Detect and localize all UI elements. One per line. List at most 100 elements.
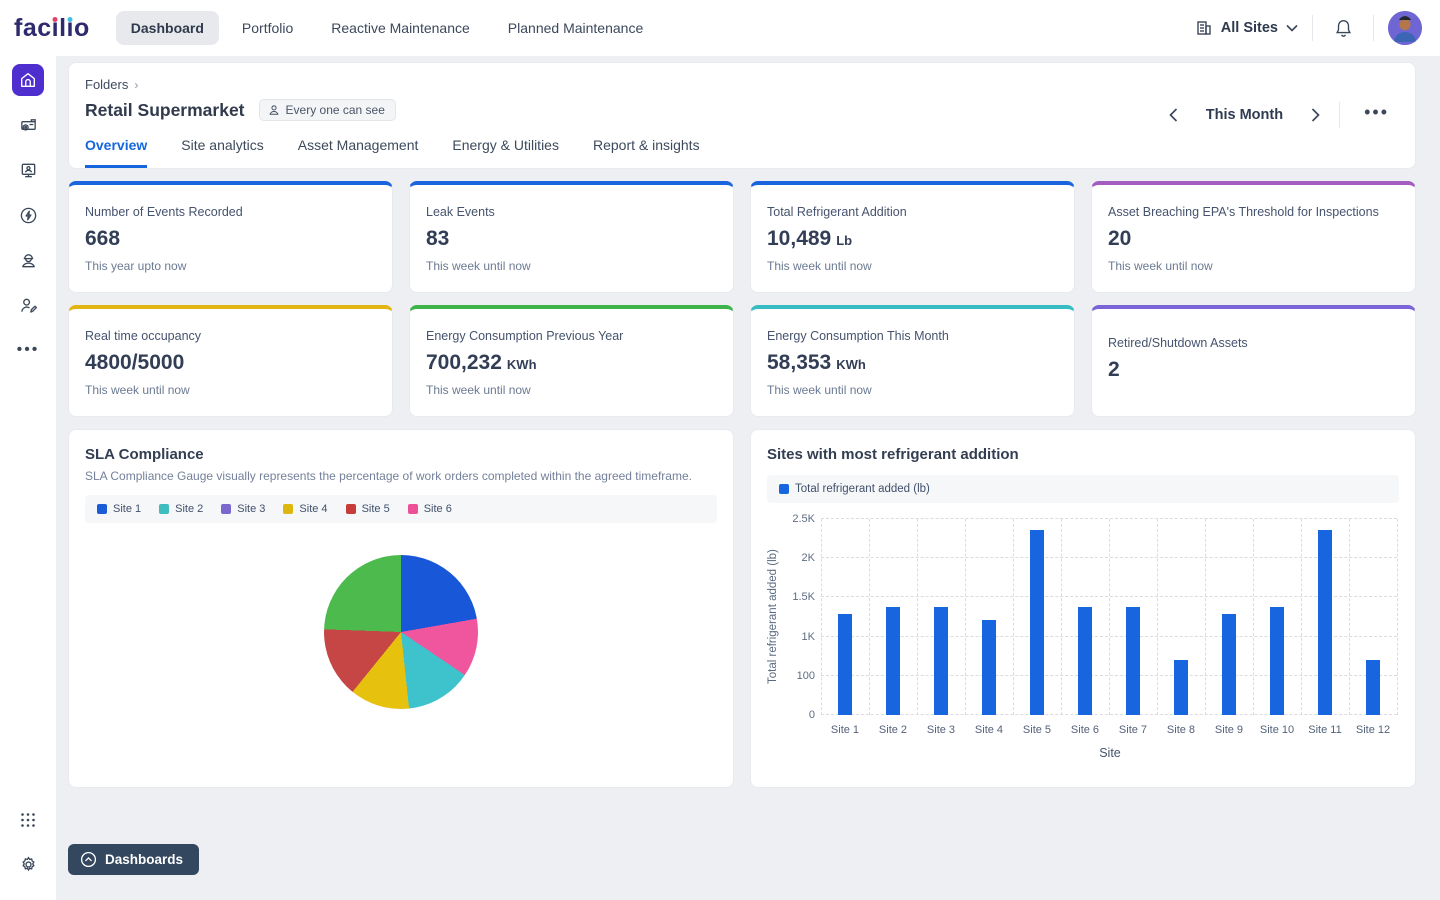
divider [1312,15,1313,41]
legend-item[interactable]: Site 5 [345,503,390,515]
sidebar-item-energy[interactable] [12,199,44,231]
refrigerant-legend: Total refrigerant added (lb) [767,475,1399,503]
kpi-subtitle: This week until now [767,258,872,273]
legend-item[interactable]: Site 4 [283,503,328,515]
legend-item[interactable]: Site 3 [221,503,265,515]
tab-site-analytics[interactable]: Site analytics [181,137,264,153]
bar-site-9[interactable] [1222,613,1236,715]
grid-line-vertical [917,519,918,715]
sla-pie-chart[interactable] [324,555,478,709]
legend-item[interactable]: Site 6 [407,503,452,515]
kpi-card[interactable]: Asset Breaching EPA's Threshold for Insp… [1091,181,1416,293]
bar-site-1[interactable] [838,613,852,715]
period-label[interactable]: This Month [1205,107,1284,123]
apps-grid-icon[interactable] [12,804,44,836]
bar-site-5[interactable] [1030,530,1044,715]
kpi-card[interactable]: Energy Consumption This Month 58,353 KWh Th… [750,305,1075,417]
kpi-card[interactable]: Energy Consumption Previous Year 700,232 K… [409,305,734,417]
kpi-subtitle: This week until now [426,258,531,273]
nav-item-planned-maintenance[interactable]: Planned Maintenance [507,20,644,36]
kpi-subtitle: This week until now [767,382,872,397]
settings-gear-icon[interactable] [12,848,44,880]
left-rail: ••• [0,56,56,900]
kpi-card[interactable]: Retired/Shutdown Assets 2 [1091,305,1416,417]
legend-item[interactable]: Total refrigerant added (lb) [779,483,930,495]
grid-line-vertical [1253,519,1254,715]
breadcrumb-folders[interactable]: Folders [85,77,129,92]
logo-dot [52,16,58,22]
sidebar-item-home[interactable] [12,64,44,96]
kpi-value-row: 20 [1108,227,1399,251]
kpi-card[interactable]: Leak Events 83 This week until now [409,181,734,293]
sidebar-item-vendors[interactable] [12,289,44,321]
nav-item-dashboard[interactable]: Dashboard [115,11,219,45]
sla-compliance-card: SLA Compliance SLA Compliance Gauge visu… [68,429,734,788]
visibility-badge[interactable]: Every one can see [258,99,396,121]
legend-label: Site 3 [237,503,266,515]
bar-chart-x-labels: Site 1 Site 2 Site 3 Site 4 Site 5 Site 6 Site… [821,724,1397,736]
bar-chart-x-axis-title: Site [1099,746,1121,760]
bar-site-6[interactable] [1078,606,1092,715]
x-tick-label: Site 4 [974,724,1004,736]
topbar-right: All Sites [1195,11,1422,45]
nav-item-portfolio[interactable]: Portfolio [241,20,294,36]
avatar[interactable] [1388,11,1422,45]
legend-item[interactable]: Site 2 [159,503,203,515]
grid-line-vertical [1157,519,1158,715]
bar-site-8[interactable] [1174,660,1188,715]
tab-overview[interactable]: Overview [85,137,148,168]
bar-site-12[interactable] [1366,660,1380,715]
bell-icon[interactable] [1327,12,1359,44]
kpi-card[interactable]: Real time occupancy 4800/5000 This week un… [68,305,393,417]
visibility-badge-label: Every one can see [285,103,385,117]
next-period-button[interactable] [1301,101,1329,129]
x-tick-label: Site 5 [1022,724,1052,736]
dashboard-header: Folders › Retail Supermarket Every one c… [68,62,1416,169]
bar-site-11[interactable] [1318,530,1332,715]
kpi-value: 58,353 [767,350,832,374]
bar-site-2[interactable] [886,606,900,715]
tab-energy-utilities[interactable]: Energy & Utilities [452,137,559,153]
sidebar-item-visitor[interactable] [12,154,44,186]
sidebar-item-workforce[interactable] [12,244,44,276]
breadcrumb[interactable]: Folders › [85,77,1399,92]
bar-site-4[interactable] [982,620,996,715]
sidebar-item-more[interactable]: ••• [12,334,44,366]
prev-period-button[interactable] [1160,101,1188,129]
person-edit-icon [19,296,38,315]
kpi-value-row: 4800/5000 [85,351,376,375]
charts-row: SLA Compliance SLA Compliance Gauge visu… [68,429,1416,788]
bar-chart-plot-area[interactable]: 0 100 1K 1.5K 2K 2.5K [792,513,1398,721]
grid-line-vertical [1013,519,1014,715]
kpi-unit: KWh [506,356,537,372]
site-selector[interactable]: All Sites [1195,19,1298,37]
y-tick-label: 0 [808,709,815,721]
top-navbar: fac ı l ı o Dashboard Portfolio Reactive Maint… [0,0,1440,56]
more-options-button[interactable]: ••• [1364,101,1389,122]
refrigerant-chart-card: Sites with most refrigerant addition Tot… [750,429,1416,788]
logo-dot [67,16,73,22]
bar-site-3[interactable] [934,606,948,715]
legend-swatch [97,504,107,514]
bar-site-10[interactable] [1270,606,1284,715]
kpi-card[interactable]: Number of Events Recorded 668 This year up… [68,181,393,293]
brand-logo[interactable]: fac ı l ı o [14,13,90,42]
dashboards-button[interactable]: Dashboards [68,844,200,875]
grid-line-vertical [1397,519,1398,715]
kpi-card[interactable]: Total Refrigerant Addition 10,489 Lb This w… [750,181,1075,293]
legend-item[interactable]: Site 1 [97,503,141,515]
sidebar-item-assets[interactable] [12,109,44,141]
tab-report-insights[interactable]: Report & insights [592,137,700,153]
kpi-subtitle: This week until now [85,382,190,397]
building-icon [1195,19,1213,37]
tab-asset-management[interactable]: Asset Management [297,137,419,153]
more-dots-icon: ••• [16,340,40,358]
x-tick-label: Site 1 [830,724,860,736]
tab-bar: Overview Site analytics Asset Management En… [85,137,1399,168]
nav-item-reactive-maintenance[interactable]: Reactive Maintenance [331,20,470,36]
logo-letter-i: ı [51,13,60,42]
kpi-subtitle: This week until now [1108,258,1213,273]
bar-site-7[interactable] [1126,606,1140,715]
kpi-value: 83 [426,226,450,250]
main-nav: Dashboard Portfolio Reactive Maintenance Pl… [115,11,658,45]
